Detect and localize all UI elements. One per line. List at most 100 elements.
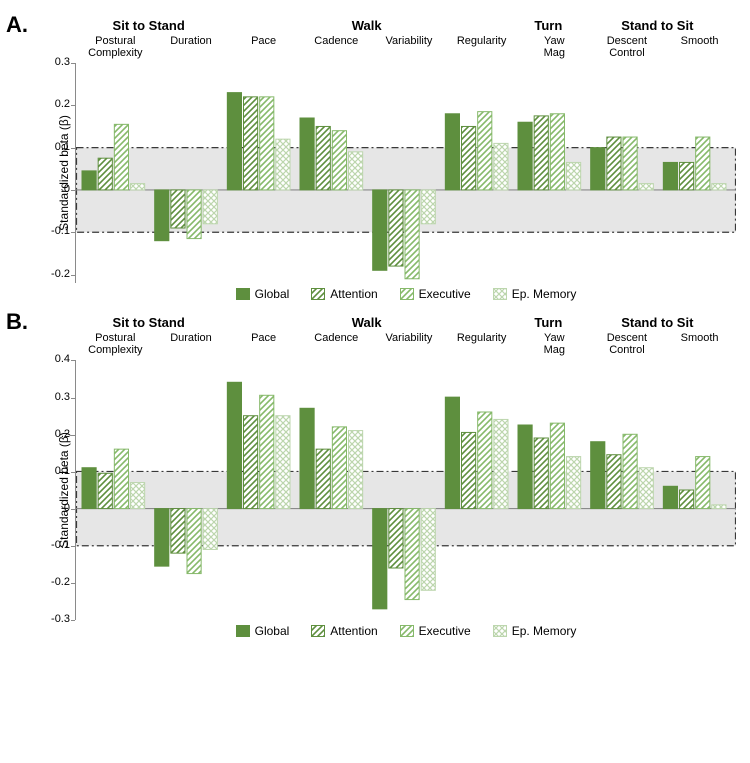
bar-descent-epmemory: [639, 184, 653, 190]
group-label-smooth: Smooth: [663, 332, 736, 356]
legend-item-executive: Executive: [400, 287, 471, 301]
legend-item-executive: Executive: [400, 624, 471, 638]
bar-yaw-executive: [550, 114, 564, 190]
bar-cadence-attention: [316, 450, 330, 509]
bar-yaw-attention: [534, 438, 548, 509]
bar-smooth-executive: [696, 137, 710, 190]
legend: Global Attention: [76, 624, 736, 638]
bar-postural-global: [82, 468, 96, 509]
bar-smooth-executive: [696, 457, 710, 509]
bar-smooth-attention: [680, 163, 694, 191]
ytick: 0.2: [44, 428, 70, 440]
group-label-variability: Variability: [373, 35, 446, 59]
bar-smooth-global: [663, 487, 677, 509]
bar-regularity-global: [445, 398, 459, 509]
bar-descent-executive: [623, 137, 637, 190]
bar-pace-attention: [244, 416, 258, 509]
group-label-postural: PosturalComplexity: [76, 35, 155, 59]
bar-smooth-attention: [680, 490, 694, 509]
bar-duration-attention: [171, 509, 185, 554]
group-label-pace: Pace: [227, 35, 300, 59]
bar-yaw-epmemory: [567, 457, 581, 509]
ytick: 0: [44, 502, 70, 514]
bar-yaw-global: [518, 122, 532, 190]
bar-postural-executive: [114, 125, 128, 191]
bar-cadence-executive: [332, 427, 346, 509]
panel-A: A. Sit to StandWalkTurnStand to Sit Post…: [44, 18, 730, 301]
section-headers: Sit to StandWalkTurnStand to Sit: [76, 18, 736, 33]
legend-label-epmemory: Ep. Memory: [512, 287, 577, 301]
group-label-yaw: YawMag: [518, 332, 591, 356]
group-label-variability: Variability: [373, 332, 446, 356]
bar-regularity-epmemory: [494, 144, 508, 191]
bar-cadence-attention: [316, 127, 330, 190]
legend-item-epmemory: Ep. Memory: [493, 624, 577, 638]
bar-yaw-global: [518, 425, 532, 509]
bar-regularity-epmemory: [494, 420, 508, 509]
legend: Global Attention: [76, 287, 736, 301]
ytick: 0.1: [44, 141, 70, 153]
ytick: 0: [44, 183, 70, 195]
bar-postural-epmemory: [131, 184, 145, 190]
section-header: Stand to Sit: [585, 18, 730, 33]
legend-item-epmemory: Ep. Memory: [493, 287, 577, 301]
plot-A: [76, 63, 736, 283]
bar-cadence-executive: [332, 131, 346, 190]
bar-descent-global: [591, 442, 605, 509]
section-header: Turn: [512, 315, 585, 330]
bar-cadence-epmemory: [349, 431, 363, 509]
section-header: Turn: [512, 18, 585, 33]
ytick: -0.2: [44, 268, 70, 280]
bar-descent-attention: [607, 137, 621, 190]
bar-cadence-global: [300, 118, 314, 190]
legend-item-global: Global: [236, 287, 290, 301]
bar-descent-executive: [623, 435, 637, 509]
bar-variability-attention: [389, 190, 403, 266]
bar-cadence-global: [300, 409, 314, 509]
bar-postural-epmemory: [131, 483, 145, 509]
legend-label-attention: Attention: [330, 287, 377, 301]
panel-title-B: B.: [6, 309, 28, 335]
group-label-cadence: Cadence: [300, 35, 373, 59]
bar-yaw-epmemory: [567, 163, 581, 191]
group-label-pace: Pace: [227, 332, 300, 356]
bar-regularity-executive: [478, 112, 492, 190]
legend-label-attention: Attention: [330, 624, 377, 638]
bar-pace-attention: [244, 97, 258, 190]
group-label-descent: DescentControl: [591, 35, 664, 59]
bar-pace-epmemory: [276, 139, 290, 190]
legend-label-global: Global: [255, 624, 290, 638]
bar-yaw-attention: [534, 116, 548, 190]
bar-smooth-global: [663, 163, 677, 191]
section-header: Walk: [221, 315, 512, 330]
bar-variability-executive: [405, 190, 419, 279]
legend-label-epmemory: Ep. Memory: [512, 624, 577, 638]
ytick: 0.2: [44, 98, 70, 110]
bar-smooth-epmemory: [712, 184, 726, 190]
bar-regularity-executive: [478, 412, 492, 509]
bar-pace-global: [227, 383, 241, 509]
bar-cadence-epmemory: [349, 152, 363, 190]
bar-postural-attention: [98, 158, 112, 190]
bar-variability-epmemory: [421, 190, 435, 224]
bar-duration-executive: [187, 509, 201, 574]
ytick: -0.1: [44, 539, 70, 551]
bar-postural-attention: [98, 474, 112, 509]
bar-variability-global: [373, 190, 387, 270]
bar-regularity-attention: [462, 433, 476, 509]
bar-descent-epmemory: [639, 468, 653, 509]
legend-label-executive: Executive: [419, 287, 471, 301]
bar-pace-global: [227, 93, 241, 190]
legend-label-global: Global: [255, 287, 290, 301]
ytick: 0.1: [44, 465, 70, 477]
ytick: 0.3: [44, 56, 70, 68]
bar-pace-epmemory: [276, 416, 290, 509]
ytick: -0.1: [44, 225, 70, 237]
group-headers: PosturalComplexityDurationPaceCadenceVar…: [76, 35, 736, 59]
plot-B: [76, 360, 736, 620]
group-label-duration: Duration: [155, 332, 228, 356]
group-label-smooth: Smooth: [663, 35, 736, 59]
bar-pace-executive: [260, 396, 274, 509]
section-header: Sit to Stand: [76, 18, 221, 33]
bar-smooth-epmemory: [712, 505, 726, 509]
